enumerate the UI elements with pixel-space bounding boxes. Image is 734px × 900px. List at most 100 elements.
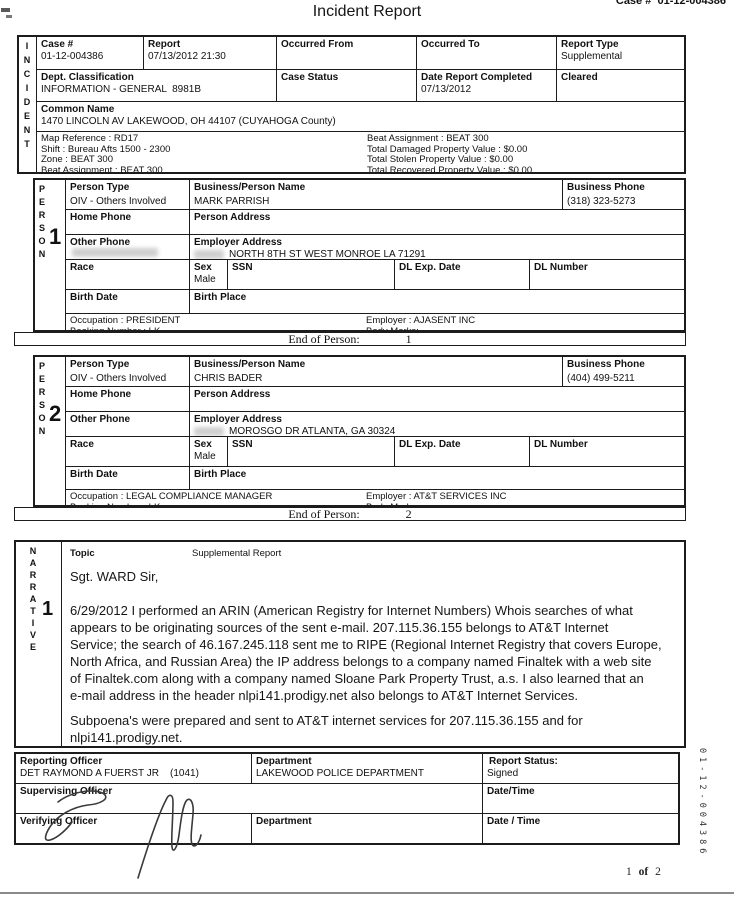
person-1-label-column: PERSON 1 (35, 180, 66, 330)
person-2-body-marks-label: Body Marks: (366, 502, 506, 505)
dept-classification-value: INFORMATION - GENERAL 8981B (41, 84, 202, 95)
person-2-number: 2 (49, 401, 62, 426)
birth-place-label: Birth Place (194, 292, 247, 303)
total-damaged-property: Total Damaged Property Value : $0.00 (367, 143, 528, 155)
common-name-field: Common Name 1470 LINCOLN AV LAKEWOOD, OH… (37, 102, 684, 131)
person-2-business-phone-value: (404) 499-5211 (567, 373, 635, 384)
reporting-officer-value: DET RAYMOND A FUERST JR (1041) (20, 768, 199, 779)
person-1-employer-address-value: NORTH 8TH ST WEST MONROE LA 71291 (229, 249, 426, 259)
page-number: 1 of 2 (626, 866, 661, 878)
date-report-completed-field: Date Report Completed 07/13/2012 (417, 70, 557, 101)
narrative-number: 1 (42, 598, 54, 620)
reporting-officer-label: Reporting Officer (20, 756, 103, 767)
business-phone-label: Business Phone (567, 182, 645, 193)
birth-date-label: Birth Date (70, 292, 118, 303)
person-type-label: Person Type (70, 182, 130, 193)
person-1-type-value: OIV - Others Involved (70, 196, 167, 207)
header-case-value: 01-12-004386 (657, 0, 726, 7)
person-2-booking-number: Booking Number : LK- - (70, 502, 272, 505)
person-1-occupation: Occupation : PRESIDENT (70, 315, 181, 326)
map-reference: Map Reference : RD17 (41, 133, 139, 144)
person-2-type-value: OIV - Others Involved (70, 373, 167, 384)
report-type-field: Report Type Supplemental (557, 37, 684, 69)
business-person-name-label: Business/Person Name (194, 182, 306, 193)
person-1-name-field: Business/Person Name MARK PARRISH (190, 180, 563, 209)
end-of-person-1-value: 1 (405, 331, 412, 346)
person-1-ssn-field: SSN (228, 260, 395, 289)
header-case-label: Case # (615, 0, 652, 7)
verifying-department-label: Department (256, 816, 312, 827)
person-2-dl-number-field: DL Number (530, 437, 684, 466)
dl-exp-date-label: DL Exp. Date (399, 439, 461, 450)
redacted-street-number (194, 426, 224, 436)
scan-artifact-mark (1, 8, 10, 12)
scan-bottom-line (0, 892, 734, 894)
person-1-section-label: PERSON (37, 184, 47, 262)
beat-assignment-right: Beat Assignment : BEAT 300 (367, 133, 489, 144)
verifying-officer-label: Verifying Officer (20, 816, 98, 827)
common-name-label: Common Name (41, 104, 115, 115)
dl-number-label: DL Number (534, 262, 588, 273)
report-status-value: Signed (487, 768, 519, 779)
employer-address-label: Employer Address (194, 237, 282, 248)
incident-details: Map Reference : RD17 Shift : Bureau Afts… (37, 132, 684, 172)
date-report-completed-label: Date Report Completed (421, 72, 533, 83)
person-address-label: Person Address (194, 389, 271, 400)
person-2-occupation: Occupation : LEGAL COMPLIANCE MANAGER (70, 491, 273, 502)
officer-section: Reporting Officer DET RAYMOND A FUERST J… (14, 752, 680, 845)
occurred-to-label: Occurred To (421, 39, 480, 50)
person-2-business-phone-field: Business Phone (404) 499-5211 (563, 357, 684, 386)
case-number-value: 01-12-004386 (41, 51, 104, 62)
person-1-other-phone-field: Other Phone (66, 235, 190, 259)
person-2-label-column: PERSON 2 (35, 357, 66, 505)
birth-date-label: Birth Date (70, 469, 118, 480)
person-2-sex-value: Male (194, 451, 216, 462)
other-phone-label: Other Phone (70, 414, 131, 425)
supervising-officer-field: Supervising Officer (16, 784, 483, 813)
person-1-number: 1 (49, 224, 62, 249)
department-field: Department LAKEWOOD POLICE DEPARTMENT (252, 754, 483, 783)
person-2-employer: Employer : AT&T SERVICES INC (366, 491, 507, 502)
end-of-person-2-value: 2 (405, 506, 412, 521)
incident-section: INCIDENT Case # 01-12-004386 Report 07/1… (17, 35, 686, 174)
incident-section-label-column: INCIDENT (19, 37, 37, 172)
report-value: 07/13/2012 21:30 (148, 51, 226, 62)
scan-artifact-mark (6, 15, 12, 18)
department-value: LAKEWOOD POLICE DEPARTMENT (256, 768, 424, 779)
report-status-label: Report Status: (489, 756, 558, 767)
case-number-label: Case # (41, 39, 74, 50)
datetime-label: Date/Time (487, 786, 535, 797)
person-1-dl-exp-field: DL Exp. Date (395, 260, 530, 289)
person-2-birth-date-field: Birth Date (66, 467, 190, 489)
person-1-dl-number-field: DL Number (530, 260, 684, 289)
incident-row-1: Case # 01-12-004386 Report 07/13/2012 21… (37, 37, 684, 70)
person-1-race-field: Race (66, 260, 190, 289)
common-name-value: 1470 LINCOLN AV LAKEWOOD, OH 44107 (CUYA… (41, 116, 336, 127)
report-field: Report 07/13/2012 21:30 (144, 37, 277, 69)
person-1-employer-address-field: Employer Address NORTH 8TH ST WEST MONRO… (190, 235, 684, 259)
verifying-datetime-label: Date / Time (487, 816, 541, 827)
page-number-of: of (638, 866, 649, 878)
narrative-salutation: Sgt. WARD Sir, (70, 569, 159, 584)
header-case-number: Case # 01-12-004386 (616, 0, 726, 7)
report-type-value: Supplemental (561, 51, 623, 62)
person-2-ssn-field: SSN (228, 437, 395, 466)
total-recovered-property: Total Recovered Property Value : $0.00 (367, 164, 533, 172)
person-1-occupation-row: Occupation : PRESIDENT Booking Number : … (66, 314, 684, 330)
supervising-officer-label: Supervising Officer (20, 786, 113, 797)
person-1-business-phone-value: (318) 323-5273 (567, 196, 636, 207)
person-1-person-address-field: Person Address (190, 210, 684, 234)
cleared-label: Cleared (561, 72, 598, 83)
page-number-total: 2 (655, 866, 661, 878)
dl-number-label: DL Number (534, 439, 588, 450)
person-1-home-phone-field: Home Phone (66, 210, 190, 234)
person-2-employer-address-field: Employer Address MOROSGO DR ATLANTA, GA … (190, 412, 684, 436)
person-2-dl-exp-field: DL Exp. Date (395, 437, 530, 466)
end-of-person-2-bar: End of Person: 2 (14, 507, 686, 521)
person-2-occupation-row: Occupation : LEGAL COMPLIANCE MANAGER Bo… (66, 490, 684, 505)
report-label: Report (148, 39, 181, 50)
department-label: Department (256, 756, 312, 767)
narrative-paragraph-1: 6/29/2012 I performed an ARIN (American … (70, 603, 662, 703)
business-phone-label: Business Phone (567, 359, 645, 370)
